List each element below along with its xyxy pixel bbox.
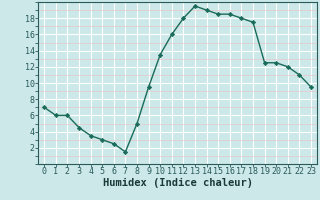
X-axis label: Humidex (Indice chaleur): Humidex (Indice chaleur) xyxy=(103,178,252,188)
